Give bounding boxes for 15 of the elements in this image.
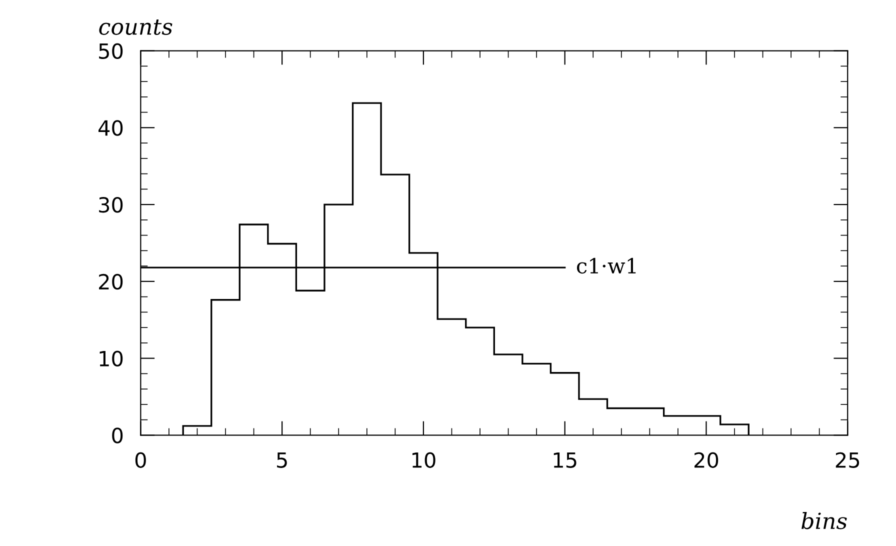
y-tick-label: 10 bbox=[100, 350, 123, 366]
y-tick-label: 40 bbox=[98, 120, 123, 136]
x-axis-title: bins bbox=[802, 512, 847, 530]
x-tick-label: 5 bbox=[277, 452, 287, 468]
y-tick-label: 30 bbox=[99, 196, 123, 213]
y-tick-label: 20 bbox=[99, 274, 123, 290]
y-tick-label: 0 bbox=[112, 428, 123, 444]
y-axis-title: counts bbox=[99, 20, 172, 35]
x-tick-label: 0 bbox=[135, 452, 146, 468]
x-tick-label: 20 bbox=[694, 452, 718, 468]
series-label: c1·w1 bbox=[576, 258, 636, 274]
y-tick-label: 50 bbox=[99, 43, 123, 59]
x-tick-label: 25 bbox=[836, 452, 860, 468]
x-tick-label: 10 bbox=[412, 452, 436, 468]
x-tick-label: 15 bbox=[554, 452, 576, 468]
